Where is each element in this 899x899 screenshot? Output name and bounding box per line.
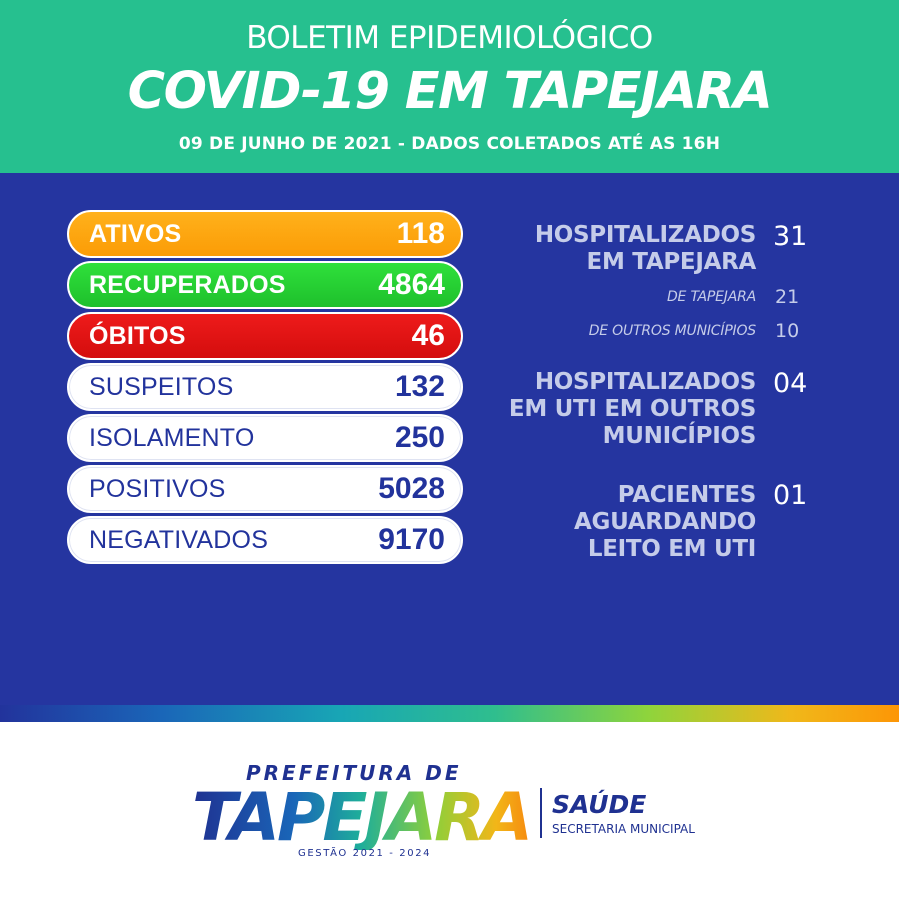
logo-mandate-text: GESTÃO 2021 - 2024	[298, 848, 432, 859]
stat-pill-negativados: NEGATIVADOS 9170	[67, 516, 463, 564]
stat-label: ATIVOS	[89, 219, 182, 248]
stat-label: ISOLAMENTO	[89, 423, 255, 452]
icu-other-label: HOSPITALIZADOS EM UTI EM OUTROS MUNICÍPI…	[509, 369, 756, 450]
stat-value: 5028	[378, 472, 445, 505]
waiting-icu-label-line: AGUARDANDO	[574, 509, 756, 535]
waiting-icu-value: 01	[773, 480, 808, 511]
logo-prefeitura-text: PREFEITURA DE	[246, 761, 462, 785]
stat-label: POSITIVOS	[89, 474, 226, 503]
icu-other-label-line: MUNICÍPIOS	[602, 423, 757, 449]
bulletin-kicker: BOLETIM EPIDEMIOLÓGICO	[246, 20, 653, 56]
hospitalized-local-label: DE TAPEJARA	[666, 289, 756, 305]
logo-saude-text: SAÚDE	[552, 790, 647, 819]
hospitalized-other-value: 10	[775, 320, 800, 342]
logo-divider	[540, 788, 542, 838]
waiting-icu-label-line: LEITO EM UTI	[587, 536, 756, 562]
stat-pill-isolamento: ISOLAMENTO 250	[67, 414, 463, 462]
hospitalized-label-line: EM TAPEJARA	[586, 249, 757, 275]
stat-value: 132	[394, 370, 445, 403]
hospitalized-other-label: DE OUTROS MUNICÍPIOS	[588, 323, 756, 339]
gradient-divider	[0, 705, 899, 722]
stat-label: NEGATIVADOS	[89, 525, 269, 554]
icu-other-label-line: EM UTI EM OUTROS	[508, 396, 756, 422]
stat-label: RECUPERADOS	[89, 270, 286, 299]
stat-pill-suspeitos: SUSPEITOS 132	[67, 363, 463, 411]
stat-value: 118	[396, 217, 445, 250]
stat-pill-positivos: POSITIVOS 5028	[67, 465, 463, 513]
stat-pill-ativos: ATIVOS 118	[67, 210, 463, 258]
stat-label: SUSPEITOS	[89, 372, 234, 401]
stat-value: 46	[411, 319, 445, 352]
stat-pill-recuperados: RECUPERADOS 4864	[67, 261, 463, 309]
bulletin-date: 09 DE JUNHO DE 2021 - DADOS COLETADOS AT…	[178, 134, 721, 154]
waiting-icu-label-line: PACIENTES	[617, 482, 757, 508]
stat-label: ÓBITOS	[89, 321, 186, 350]
stat-value: 4864	[378, 268, 445, 301]
logo-tapejara-wordmark: TAPEJARA	[192, 779, 530, 850]
stat-value: 9170	[378, 523, 445, 556]
stat-pill-obitos: ÓBITOS 46	[67, 312, 463, 360]
stat-value: 250	[394, 421, 445, 454]
logo-secretaria-text: SECRETARIA MUNICIPAL	[552, 822, 695, 836]
icu-other-value: 04	[773, 368, 808, 399]
waiting-icu-label: PACIENTES AGUARDANDO LEITO EM UTI	[574, 482, 756, 563]
logo-city-name: TAPEJARA	[192, 779, 530, 850]
icu-other-label-line: HOSPITALIZADOS	[534, 369, 756, 395]
hospitalized-local-value: 21	[775, 286, 800, 308]
bulletin-title: COVID-19 EM TAPEJARA	[127, 62, 773, 121]
header-banner: BOLETIM EPIDEMIOLÓGICO COVID-19 EM TAPEJ…	[0, 0, 899, 173]
hospitalized-label: HOSPITALIZADOS EM TAPEJARA	[535, 222, 756, 276]
hospitalized-label-line: HOSPITALIZADOS	[534, 222, 756, 248]
hospitalized-value: 31	[773, 221, 808, 252]
